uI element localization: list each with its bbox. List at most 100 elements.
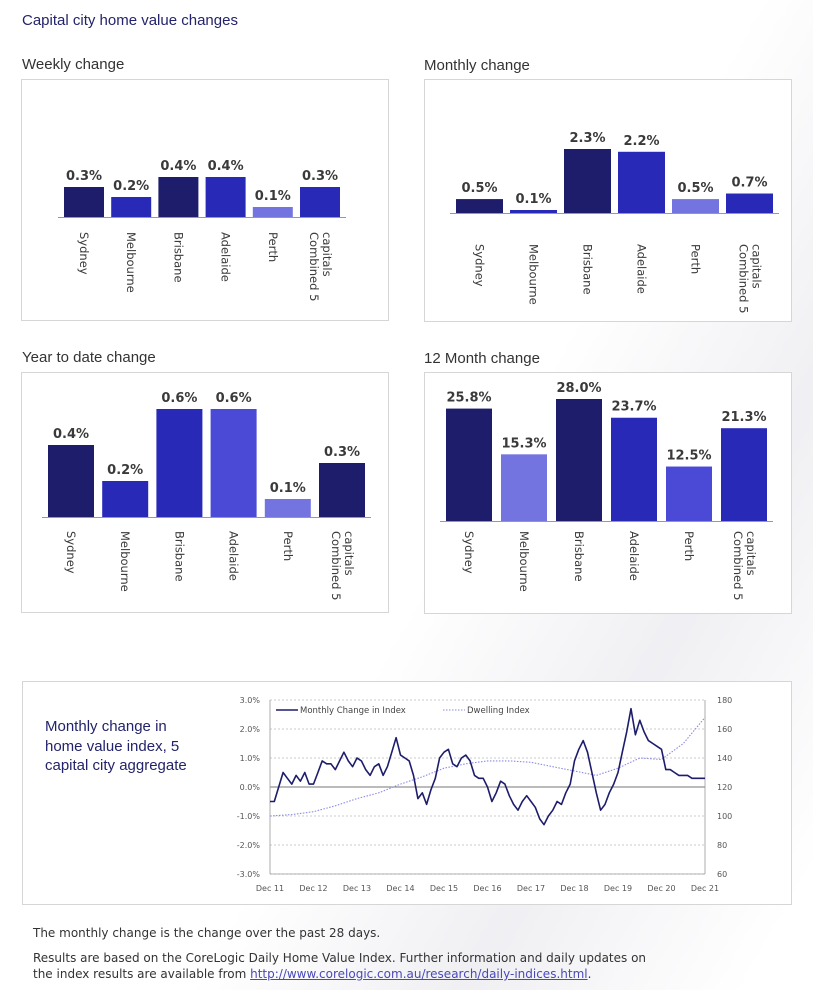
category-label-text: Brisbane [172,531,186,582]
bar-value-label: 2.3% [569,131,605,146]
category-label-text: Brisbane [171,232,185,283]
bar-perth [264,499,311,517]
category-label-text: Melbourne [517,531,531,592]
y-left-tick: 2.0% [240,725,261,734]
category-label-brisbane: Brisbane [581,244,595,295]
category-label-text: capitals [320,232,334,277]
category-label-combined-5-capitals: Combined 5 capitals [737,244,764,313]
bar-value-label: 0.2% [107,463,143,478]
monthly-chart-panel: 0.5% Sydney 0.1% Melbourne 2.3% Brisbane 2.2% A… [424,79,792,322]
y-right-tick: 140 [717,754,732,763]
weekly-chart-panel: 0.3% Sydney 0.2% Melbourne 0.4% Brisbane 0.4% A… [21,79,389,321]
monthly-title: Monthly change [424,57,530,74]
category-label-text: Sydney [462,531,476,574]
category-label-text: Sydney [473,244,487,287]
category-label-text: Perth [281,531,295,561]
bar-value-label: 0.2% [113,179,149,194]
category-label-sydney: Sydney [462,531,476,574]
weekly-title: Weekly change [22,56,125,73]
bar-value-label: 0.1% [270,481,306,496]
bar-value-label: 2.2% [623,134,659,149]
bar-value-label: 0.7% [731,176,767,191]
category-label-text: Brisbane [581,244,595,295]
monthly-change-line [270,707,705,826]
bar-combined-5-capitals [319,463,365,517]
index-chart-panel: 3.0% 180 2.0% 160 1.0% 140 0.0% 120 -1.0% 100 -2.0… [22,681,792,905]
y-right-tick: 100 [717,812,732,821]
y-right-tick: 120 [717,783,732,792]
category-label-adelaide: Adelaide [227,531,241,581]
bar-value-label: 0.6% [161,391,197,406]
category-label-adelaide: Adelaide [635,244,649,294]
bar-value-label: 21.3% [721,410,766,425]
category-label-text: Combined 5 [731,531,745,600]
bar-combined-5-capitals [721,428,767,521]
y-left-tick: -2.0% [237,841,261,850]
category-label-adelaide: Adelaide [627,531,641,581]
category-label-text: Adelaide [219,232,233,282]
y-right-tick: 160 [717,725,732,734]
bar-value-label: 0.4% [53,427,89,442]
footnote-monthly: The monthly change is the change over th… [33,926,381,940]
category-label-sydney: Sydney [473,244,487,287]
footnote-link-prefix: the index results are available from [33,967,251,981]
bar-perth [666,466,712,521]
x-tick: Dec 14 [386,884,414,893]
footnote-link-suffix: . [587,967,592,981]
x-tick: Dec 12 [299,884,327,893]
category-label-sydney: Sydney [64,531,78,574]
bar-value-label: 0.6% [216,391,252,406]
bar-value-label: 0.1% [255,189,291,204]
y-left-tick: -3.0% [237,870,261,879]
category-label-text: Sydney [64,531,78,574]
category-label-text: Combined 5 [737,244,751,313]
x-tick: Dec 19 [604,884,632,893]
bar-value-label: 15.3% [501,436,546,451]
category-label-combined-5-capitals: Combined 5 capitals [307,232,334,301]
x-tick: Dec 20 [647,884,675,893]
category-label-adelaide: Adelaide [219,232,233,282]
bar-value-label: 28.0% [556,381,601,396]
category-label-brisbane: Brisbane [572,531,586,582]
category-label-melbourne: Melbourne [527,244,541,305]
bar-value-label: 0.4% [160,159,196,174]
x-tick: Dec 17 [517,884,545,893]
x-tick: Dec 11 [256,884,284,893]
y-left-tick: -1.0% [237,812,261,821]
bar-brisbane [556,399,602,521]
bar-perth [672,199,719,213]
bar-value-label: 0.5% [461,181,497,196]
category-label-text: Perth [682,531,696,561]
dwelling-index-line [269,717,706,817]
bar-adelaide [611,417,657,521]
bar-adelaide [618,151,665,213]
bar-melbourne [510,210,557,213]
bar-adelaide [205,177,246,217]
bar-value-label: 12.5% [666,449,711,464]
index-line-chart: 3.0% 180 2.0% 160 1.0% 140 0.0% 120 -1.0% 100 -2.0… [237,696,733,893]
bar-value-label: 23.7% [611,400,656,415]
y-left-tick: 3.0% [240,696,261,705]
category-label-text: Melbourne [118,531,132,592]
category-label-text: Adelaide [227,531,241,581]
category-label-melbourne: Melbourne [124,232,138,293]
bar-value-label: 0.4% [208,159,244,174]
annual-title: 12 Month change [424,350,540,367]
legend-label-monthly: Monthly Change in Index [300,706,406,716]
y-right-tick: 80 [717,841,727,850]
category-label-text: Brisbane [572,531,586,582]
x-tick: Dec 13 [343,884,371,893]
corelogic-indices-link[interactable]: http://www.corelogic.com.au/research/dai… [250,967,588,981]
x-tick: Dec 16 [473,884,501,893]
bar-value-label: 25.8% [446,391,491,406]
y-right-tick: 60 [717,870,727,879]
bar-melbourne [111,197,152,217]
bar-adelaide [210,409,257,517]
bar-value-label: 0.3% [66,169,102,184]
bar-melbourne [102,481,149,517]
bar-brisbane [158,177,199,217]
bar-sydney [456,199,503,213]
category-label-melbourne: Melbourne [118,531,132,592]
annual-chart-panel: 25.8% Sydney 15.3% Melbourne 28.0% Brisbane 23… [424,372,792,614]
bar-brisbane [156,409,203,517]
